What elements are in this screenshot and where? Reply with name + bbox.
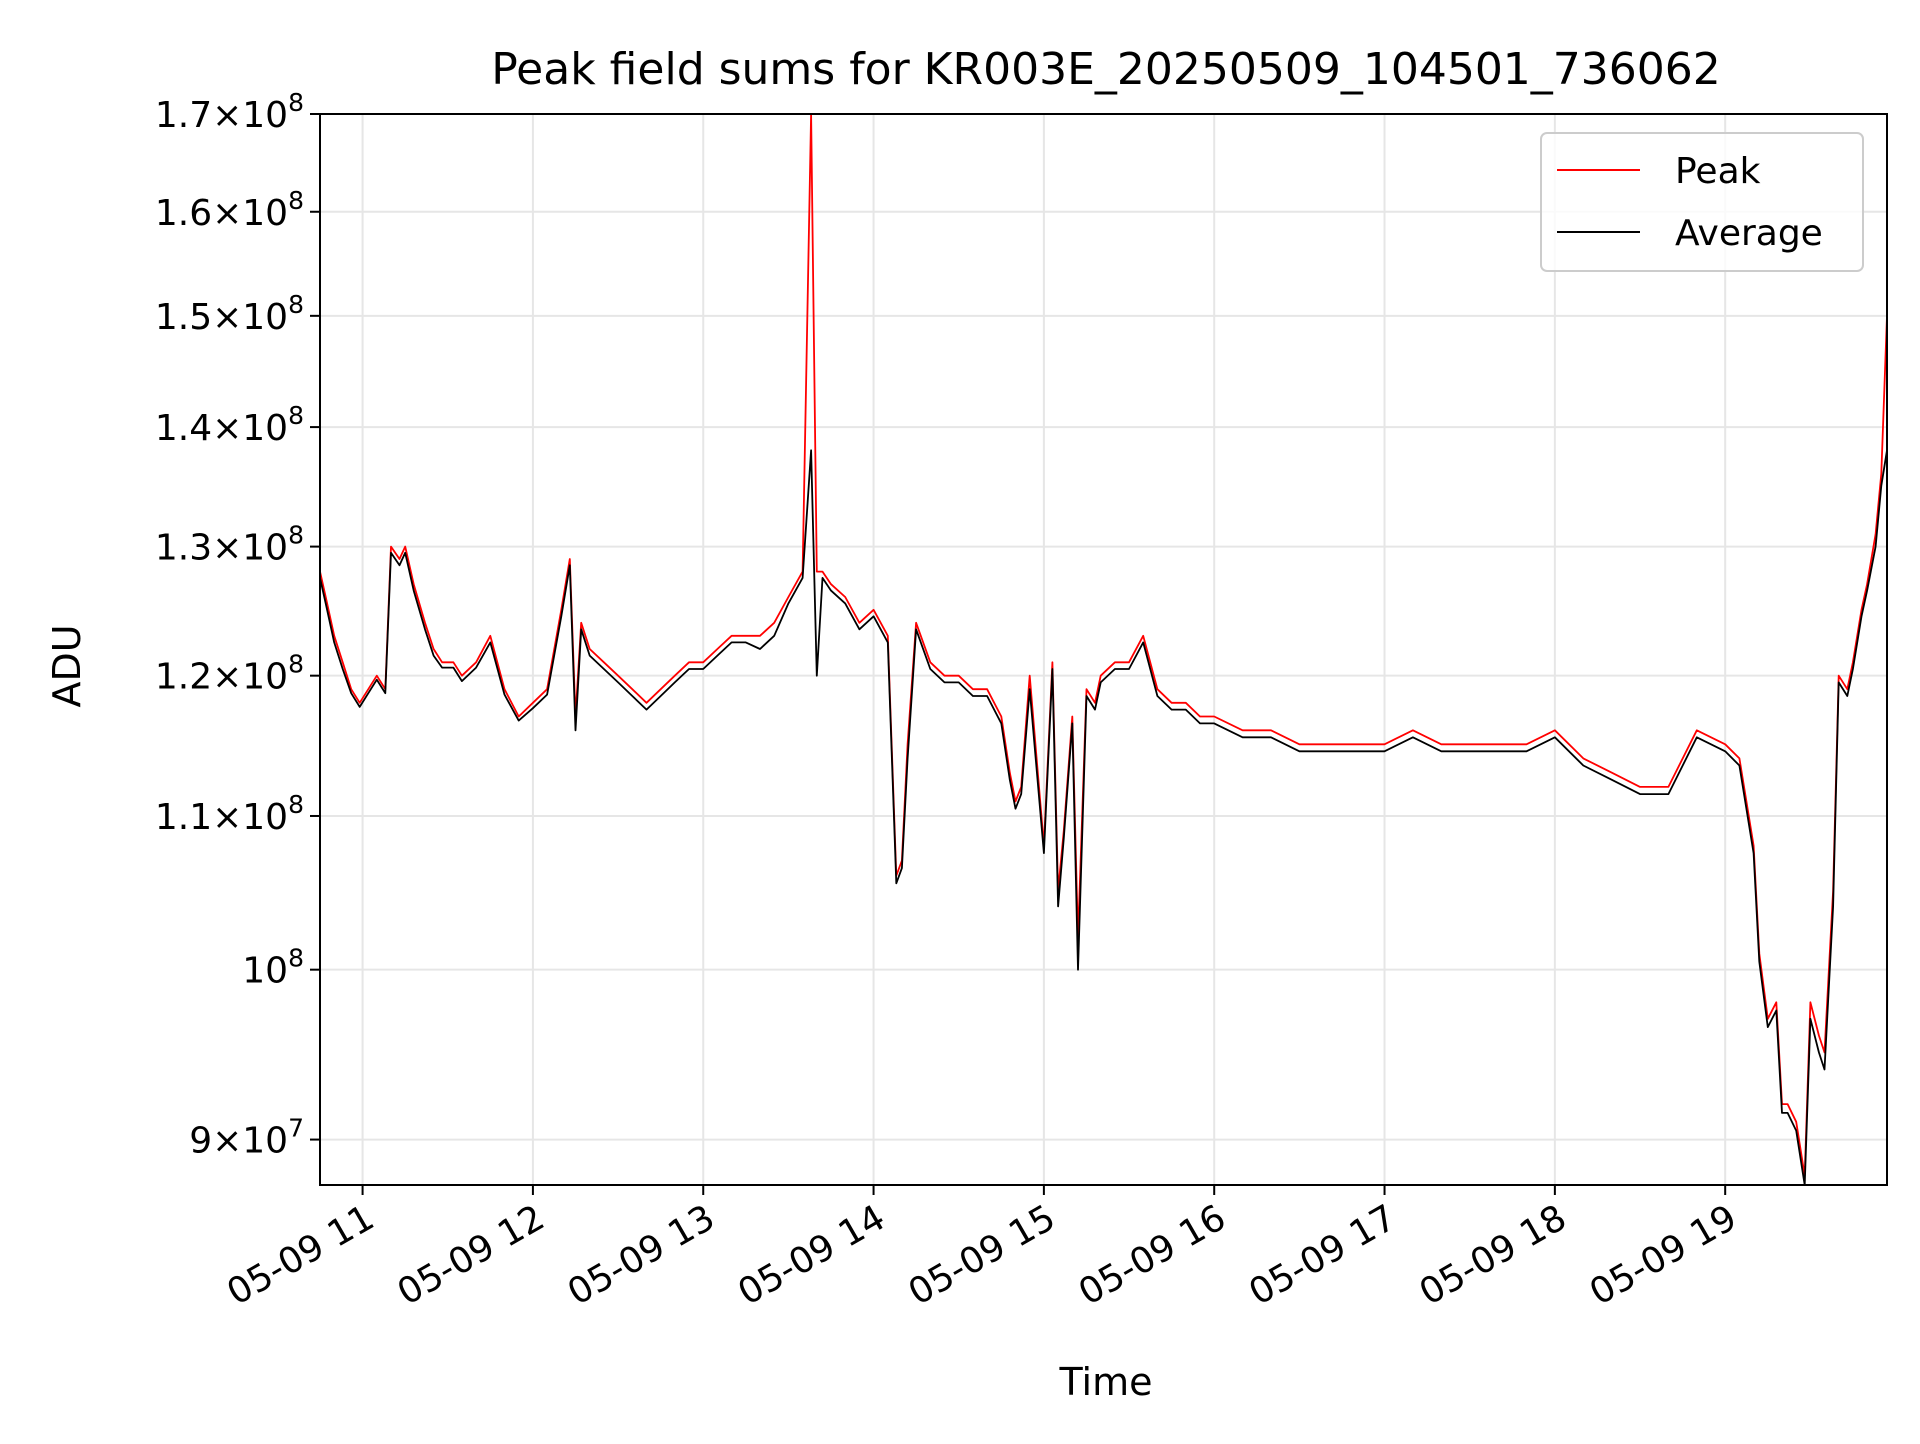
y-tick-label: 1.1×108 [155, 790, 304, 838]
y-tick-times: × [212, 193, 242, 234]
y-tick-exponent: 8 [288, 88, 304, 117]
x-axis-label: Time [1059, 1360, 1153, 1404]
y-tick-base: 10 [242, 951, 288, 992]
y-axis: 9×1071081.1×1081.2×1081.3×1081.4×1081.5×… [155, 88, 320, 1162]
y-tick-mantissa: 1.7 [155, 95, 212, 136]
y-tick-exponent: 8 [288, 290, 304, 319]
y-tick-exponent: 8 [288, 944, 304, 973]
y-tick-exponent: 8 [288, 401, 304, 430]
y-tick-label: 1.3×108 [155, 521, 304, 569]
y-tick-base: 10 [242, 95, 288, 136]
y-tick-mantissa: 1.2 [155, 657, 212, 698]
series-line-peak [320, 114, 1887, 1177]
y-tick-times: × [212, 1121, 242, 1162]
y-tick-exponent: 8 [288, 790, 304, 819]
y-tick-base: 10 [242, 297, 288, 338]
y-tick-label: 108 [242, 944, 304, 992]
y-axis-label: ADU [45, 624, 89, 707]
series-layer [320, 114, 1887, 1185]
y-tick-exponent: 7 [288, 1114, 304, 1143]
y-tick-base: 10 [242, 193, 288, 234]
y-tick-mantissa: 1.3 [155, 528, 212, 569]
y-tick-base: 10 [242, 797, 288, 838]
y-tick-times: × [212, 95, 242, 136]
y-tick-times: × [212, 657, 242, 698]
series-line-average [320, 449, 1887, 1185]
y-tick-times: × [212, 297, 242, 338]
y-tick-label: 1.7×108 [155, 88, 304, 136]
y-tick-times: × [212, 797, 242, 838]
y-tick-base: 10 [242, 657, 288, 698]
y-tick-label: 1.5×108 [155, 290, 304, 338]
legend-label: Peak [1675, 151, 1761, 192]
y-tick-label: 9×107 [189, 1114, 304, 1162]
y-tick-base: 10 [242, 1121, 288, 1162]
y-tick-base: 10 [242, 408, 288, 449]
y-tick-times: × [212, 528, 242, 569]
y-tick-label: 1.4×108 [155, 401, 304, 449]
legend: Peak Average [1540, 132, 1864, 272]
y-tick-times: × [212, 408, 242, 449]
y-tick-exponent: 8 [288, 186, 304, 215]
plot-frame [319, 113, 1888, 1186]
y-tick-mantissa: 1.5 [155, 297, 212, 338]
chart-title: Peak field sums for KR003E_20250509_1045… [491, 44, 1721, 95]
y-tick-mantissa: 1.1 [155, 797, 212, 838]
legend-box [1540, 132, 1864, 272]
legend-label: Average [1675, 213, 1823, 254]
y-tick-exponent: 8 [288, 521, 304, 550]
y-tick-label: 1.6×108 [155, 186, 304, 234]
y-tick-base: 10 [242, 528, 288, 569]
y-tick-mantissa: 1.4 [155, 408, 212, 449]
y-tick-exponent: 8 [288, 650, 304, 679]
y-tick-mantissa: 1.6 [155, 193, 212, 234]
y-tick-label: 1.2×108 [155, 650, 304, 698]
y-tick-mantissa: 9 [189, 1121, 212, 1162]
